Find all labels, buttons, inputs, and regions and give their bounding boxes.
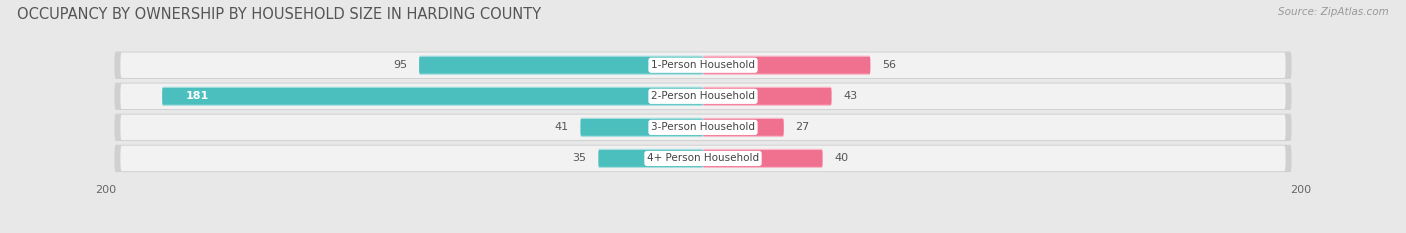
FancyBboxPatch shape (121, 52, 1285, 78)
FancyBboxPatch shape (114, 145, 1292, 172)
Text: 3-Person Household: 3-Person Household (651, 122, 755, 132)
Text: 56: 56 (883, 60, 896, 70)
FancyBboxPatch shape (114, 114, 1292, 141)
FancyBboxPatch shape (703, 149, 823, 168)
FancyBboxPatch shape (114, 51, 1292, 79)
Text: 4+ Person Household: 4+ Person Household (647, 154, 759, 163)
FancyBboxPatch shape (703, 87, 831, 106)
FancyBboxPatch shape (581, 118, 703, 137)
Text: 2-Person Household: 2-Person Household (651, 91, 755, 101)
Text: 1-Person Household: 1-Person Household (651, 60, 755, 70)
FancyBboxPatch shape (121, 115, 1285, 140)
FancyBboxPatch shape (419, 57, 703, 74)
FancyBboxPatch shape (703, 150, 823, 167)
Text: 40: 40 (835, 154, 849, 163)
Text: 35: 35 (572, 154, 586, 163)
FancyBboxPatch shape (599, 150, 703, 167)
FancyBboxPatch shape (419, 56, 703, 75)
Text: 43: 43 (844, 91, 858, 101)
Text: 95: 95 (394, 60, 408, 70)
FancyBboxPatch shape (703, 56, 870, 75)
Text: 181: 181 (186, 91, 209, 101)
FancyBboxPatch shape (162, 88, 703, 105)
FancyBboxPatch shape (114, 83, 1292, 110)
Text: 41: 41 (554, 122, 568, 132)
Text: OCCUPANCY BY OWNERSHIP BY HOUSEHOLD SIZE IN HARDING COUNTY: OCCUPANCY BY OWNERSHIP BY HOUSEHOLD SIZE… (17, 7, 541, 22)
FancyBboxPatch shape (599, 149, 703, 168)
Text: Source: ZipAtlas.com: Source: ZipAtlas.com (1278, 7, 1389, 17)
FancyBboxPatch shape (581, 119, 703, 136)
FancyBboxPatch shape (703, 119, 783, 136)
FancyBboxPatch shape (121, 84, 1285, 109)
FancyBboxPatch shape (703, 118, 783, 137)
FancyBboxPatch shape (162, 87, 703, 106)
FancyBboxPatch shape (703, 57, 870, 74)
FancyBboxPatch shape (703, 88, 831, 105)
Legend: Owner-occupied, Renter-occupied: Owner-occupied, Renter-occupied (589, 230, 817, 233)
Text: 27: 27 (796, 122, 810, 132)
FancyBboxPatch shape (121, 146, 1285, 171)
